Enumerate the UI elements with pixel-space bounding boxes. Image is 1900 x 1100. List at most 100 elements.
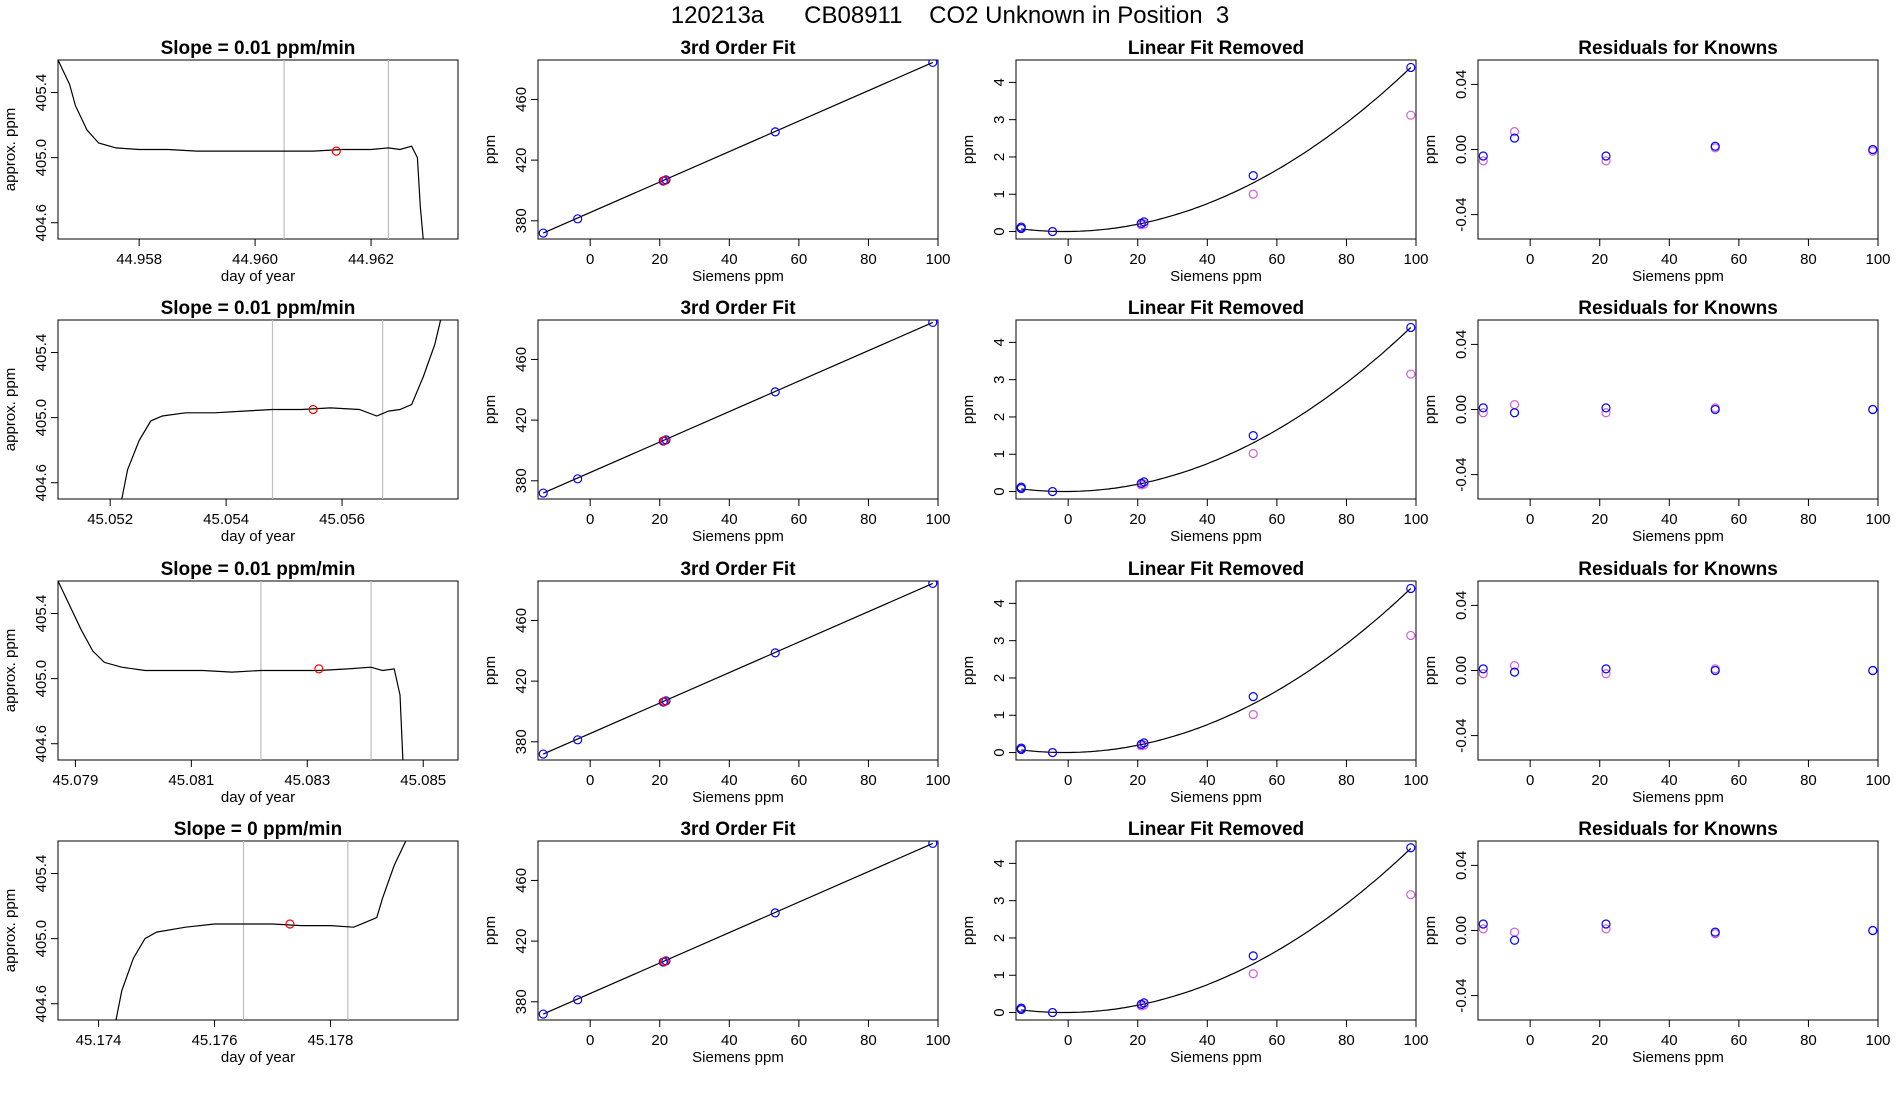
x-tick-label: 20 [651, 511, 668, 528]
known-point [538, 488, 548, 498]
x-tick-label: 80 [1338, 772, 1355, 789]
y-tick-label: 1 [991, 190, 1008, 198]
known-point [1868, 404, 1878, 415]
x-tick-label: 0 [1064, 1032, 1072, 1049]
fit-curve [1021, 588, 1412, 754]
plot-frame [1015, 840, 1417, 1021]
known-point [1601, 919, 1611, 929]
known-point [1601, 403, 1611, 413]
y-tick-label: 404.6 [33, 204, 50, 242]
fit-curve [1021, 327, 1412, 493]
plot-content [1478, 400, 1878, 418]
plot-frame [57, 580, 459, 761]
y-tick-label: 2 [991, 153, 1008, 161]
known-point [1868, 144, 1878, 155]
y-tick-label: 1 [991, 450, 1008, 458]
x-tick-label: 80 [1338, 511, 1355, 528]
x-tick-label: 0 [1526, 251, 1534, 268]
x-tick-label: 45.083 [284, 772, 330, 789]
x-tick-label: 40 [1199, 1032, 1216, 1049]
chart-panel-9: Linear Fit Removed 0 20 40 60 80 100 0 1 2 3 4 Sieme… [960, 38, 1429, 285]
x-tick-label: 0 [586, 1032, 594, 1049]
known-point [1406, 62, 1416, 73]
x-tick-label: 20 [651, 772, 668, 789]
linear-fit-point [1406, 630, 1416, 641]
plot-frame [1477, 59, 1879, 240]
plot-frame [1477, 580, 1879, 761]
known-point [1248, 171, 1258, 181]
fit-line [542, 582, 934, 755]
known-point [538, 749, 548, 759]
fit-curve [1021, 67, 1412, 233]
y-tick-label: 420 [513, 929, 530, 954]
known-point [1601, 664, 1611, 674]
chart-title: Linear Fit Removed [1128, 38, 1304, 59]
x-axis-label: Siemens ppm [1170, 789, 1262, 806]
known-point [770, 127, 780, 137]
chart-panel-5: 3rd Order Fit 0 20 40 60 80 100 380 420 460 Siemen… [482, 38, 951, 285]
known-point [1710, 665, 1720, 676]
chart-panel-14: Residuals for Knowns 0 20 40 60 80 100 -0.04 0.0… [1422, 298, 1891, 545]
linear-fit-point [1601, 669, 1611, 679]
x-tick-label: 20 [1591, 511, 1608, 528]
known-point [1509, 408, 1520, 418]
y-tick-label: 0.04 [1453, 851, 1470, 880]
ppm-trace-line [58, 581, 404, 760]
chart-panel-7: 3rd Order Fit 0 20 40 60 80 100 380 420 460 Siemen… [482, 559, 951, 806]
x-tick-label: 80 [860, 1032, 877, 1049]
x-tick-label: 20 [1591, 1032, 1608, 1049]
known-point [1016, 1004, 1026, 1015]
x-tick-label: 40 [1661, 1032, 1678, 1049]
known-point [1478, 151, 1488, 161]
known-point [1047, 747, 1058, 758]
y-axis-label: ppm [482, 135, 499, 164]
x-tick-label: 100 [925, 1032, 950, 1049]
chart-title: Slope = 0.01 ppm/min [161, 559, 356, 580]
x-tick-label: 20 [651, 1032, 668, 1049]
chart-title: Linear Fit Removed [1128, 298, 1304, 319]
plot-frame [1477, 319, 1879, 500]
known-point [1047, 1007, 1058, 1018]
linear-fit-point [1248, 969, 1258, 979]
unknown-point [659, 435, 669, 446]
plot-content [58, 60, 424, 239]
plot-content [1016, 843, 1416, 1018]
y-tick-label: 380 [513, 468, 530, 493]
known-point [1248, 692, 1258, 702]
known-point [1248, 951, 1258, 961]
y-axis-label: ppm [482, 656, 499, 685]
linear-fit-point [1478, 669, 1488, 679]
known-point [1139, 998, 1149, 1008]
y-axis-label: ppm [960, 656, 977, 685]
plot-content [1016, 583, 1416, 758]
y-tick-label: 404.6 [33, 985, 50, 1023]
chart-title: Residuals for Knowns [1578, 559, 1778, 580]
plot-frame [1477, 840, 1879, 1021]
plot-content [538, 320, 938, 498]
y-tick-label: 4 [991, 859, 1008, 867]
x-tick-label: 45.174 [76, 1032, 122, 1049]
known-point [928, 581, 938, 589]
x-tick-label: 60 [1731, 772, 1748, 789]
y-tick-label: 0 [991, 1008, 1008, 1016]
x-tick-label: 60 [791, 772, 808, 789]
chart-panel-13: Residuals for Knowns 0 20 40 60 80 100 -0.04 0.0… [1422, 38, 1891, 285]
y-tick-label: 1 [991, 711, 1008, 719]
x-tick-label: 40 [721, 511, 738, 528]
x-tick-label: 44.958 [116, 251, 162, 268]
fit-line [542, 61, 934, 234]
x-axis-label: Siemens ppm [692, 1049, 784, 1066]
y-tick-label: 0.00 [1453, 656, 1470, 685]
x-tick-label: 0 [1064, 772, 1072, 789]
x-tick-label: 0 [586, 251, 594, 268]
known-point [1139, 217, 1149, 227]
x-axis-label: day of year [221, 528, 295, 545]
y-tick-label: 0 [991, 227, 1008, 235]
linear-fit-point [1478, 156, 1488, 166]
y-tick-label: 0 [991, 487, 1008, 495]
x-tick-label: 0 [586, 511, 594, 528]
x-tick-label: 100 [1403, 511, 1428, 528]
ppm-trace-line [121, 320, 442, 499]
y-tick-label: 405.0 [33, 139, 50, 177]
